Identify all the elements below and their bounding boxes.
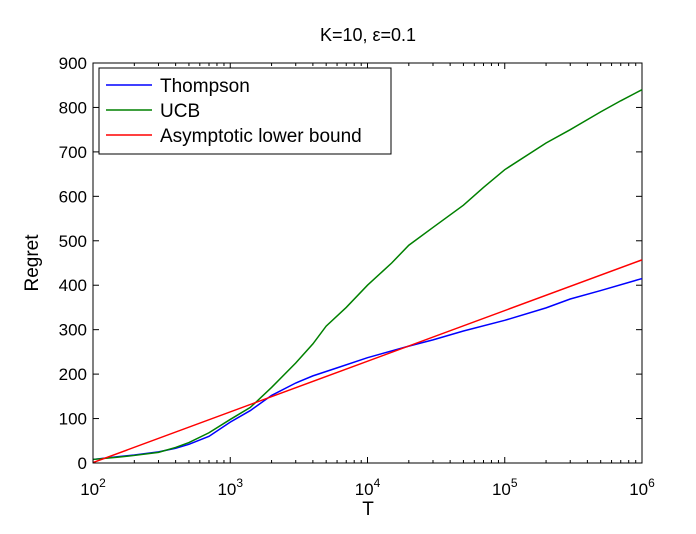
y-tick-label: 100: [59, 410, 87, 429]
x-tick-label: 105: [492, 476, 518, 499]
legend-label-2: UCB: [160, 101, 200, 122]
legend-label-3: Asymptotic lower bound: [160, 126, 362, 147]
x-tick-label: 104: [355, 476, 381, 499]
series-line-2: [92, 89, 643, 461]
y-tick-label: 400: [59, 276, 87, 295]
legend-label-1: Thompson: [160, 76, 250, 97]
y-tick-label: 0: [78, 454, 87, 473]
y-tick-label: 300: [59, 321, 87, 340]
x-axis-label: T: [362, 499, 374, 520]
y-axis-label: Regret: [22, 234, 43, 292]
x-tick-label: 103: [217, 476, 243, 499]
series-line-3: [92, 259, 643, 464]
x-axis-ticks: 102 103 104 105 106: [80, 63, 655, 499]
y-tick-label: 800: [59, 98, 87, 117]
legend: Thompson UCB Asymptotic lower bound: [98, 67, 392, 155]
legend-box: [98, 67, 392, 155]
y-tick-label: 500: [59, 232, 87, 251]
y-tick-label: 200: [59, 365, 87, 384]
y-tick-label: 900: [59, 54, 87, 73]
y-tick-label: 600: [59, 187, 87, 206]
x-tick-label: 102: [80, 476, 106, 499]
y-tick-label: 700: [59, 143, 87, 162]
chart-title: K=10, ε=0.1: [320, 25, 416, 45]
series-layer: [92, 89, 643, 464]
y-axis-ticks: 0 100 200 300 400 500 600 700 800 900: [59, 54, 642, 473]
x-tick-label: 106: [629, 476, 655, 499]
